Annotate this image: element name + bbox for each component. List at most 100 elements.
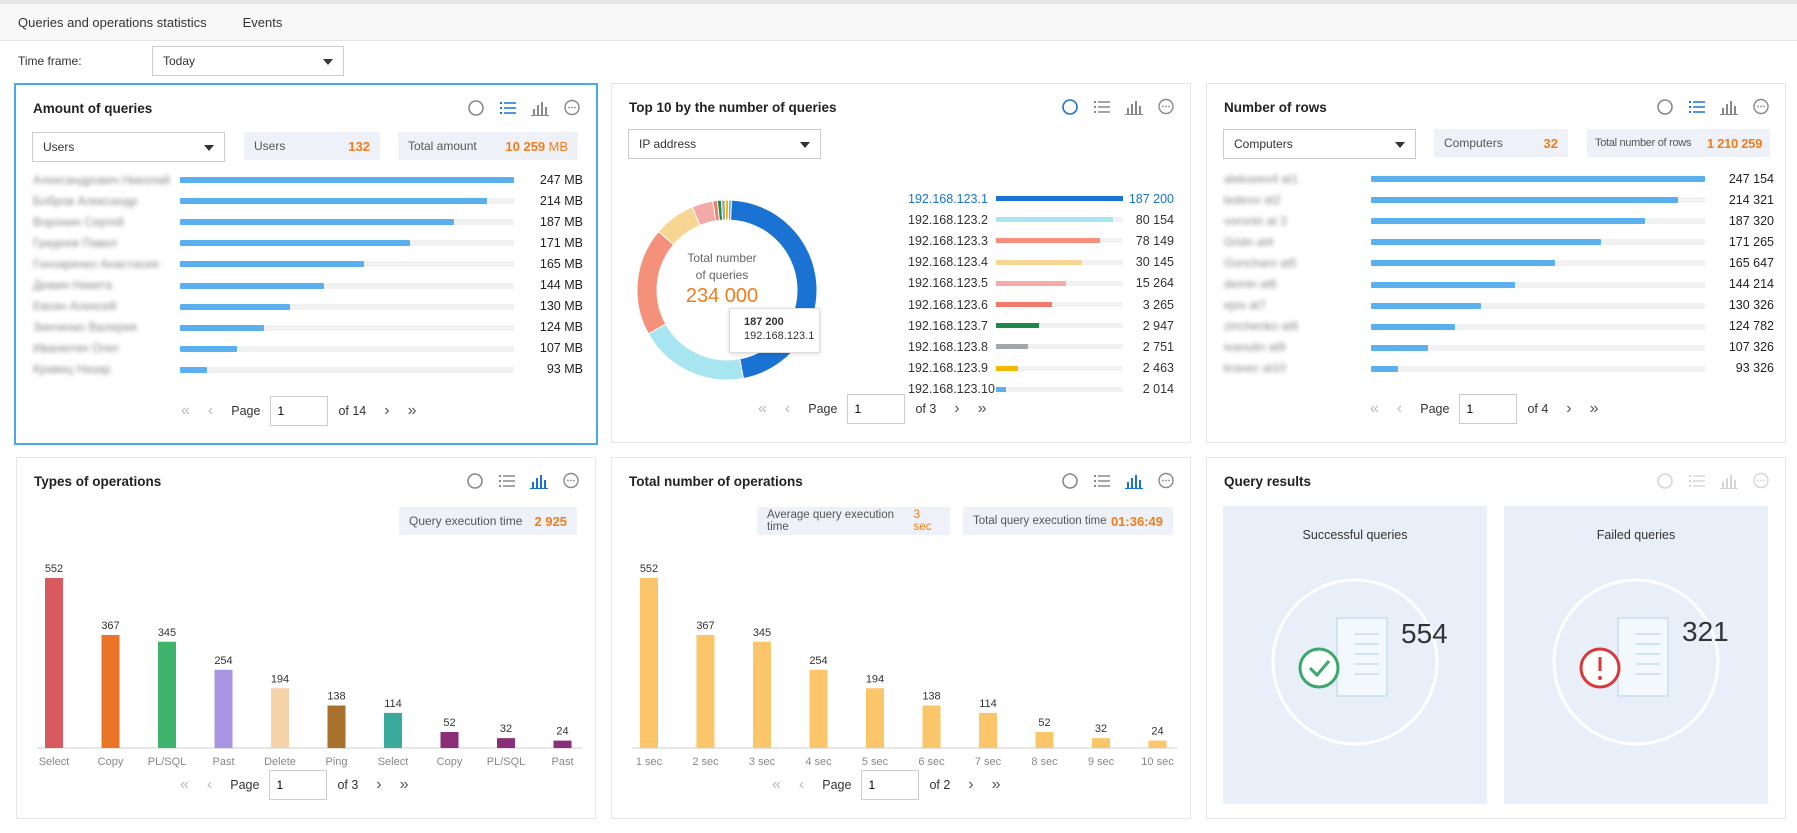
bar[interactable]	[45, 578, 63, 748]
bar-chart-icon[interactable]	[529, 471, 549, 491]
pie-chart-icon[interactable]	[1060, 97, 1080, 117]
list-item[interactable]: Воронин Сергей 187 MB	[33, 211, 583, 232]
pie-chart-icon[interactable]	[1060, 471, 1080, 491]
bar[interactable]	[384, 712, 402, 748]
pie-chart-icon[interactable]	[466, 98, 486, 118]
last-page-icon[interactable]: »	[977, 400, 987, 417]
bar[interactable]	[497, 738, 515, 748]
list-item[interactable]: Евсин Алексей 130 MB	[33, 296, 583, 317]
first-page-icon[interactable]: «	[181, 402, 190, 419]
list-item[interactable]: Gridn at4 171 265	[1224, 231, 1774, 252]
prev-page-icon[interactable]: ‹	[207, 402, 214, 419]
first-page-icon[interactable]: «	[180, 776, 189, 793]
comment-icon[interactable]	[561, 471, 581, 491]
last-page-icon[interactable]: »	[399, 776, 409, 793]
prev-page-icon[interactable]: ‹	[798, 776, 805, 793]
bar[interactable]	[158, 641, 176, 748]
bar[interactable]	[440, 731, 459, 748]
list-item[interactable]: 192.168.123.4 30 145	[908, 252, 1174, 273]
list-item[interactable]: 192.168.123.7 2 947	[908, 315, 1174, 336]
list-view-icon[interactable]	[1092, 97, 1112, 117]
next-page-icon[interactable]: ›	[1566, 400, 1572, 417]
pie-chart-icon[interactable]	[465, 471, 485, 491]
bar-chart-icon[interactable]	[1719, 471, 1739, 491]
comment-icon[interactable]	[1156, 97, 1176, 117]
list-item[interactable]: kravec at10 93 326	[1224, 358, 1774, 379]
next-page-icon[interactable]: ›	[954, 400, 960, 417]
list-item[interactable]: demin at6 144 214	[1224, 274, 1774, 295]
pie-chart-icon[interactable]	[1655, 471, 1675, 491]
page-input[interactable]	[847, 394, 906, 424]
list-item[interactable]: bobrov at2 214 321	[1224, 189, 1774, 210]
donut-slice[interactable]	[727, 199, 733, 221]
bar[interactable]	[979, 712, 997, 748]
bar[interactable]	[1148, 740, 1167, 748]
list-item[interactable]: Кравец Назар 93 MB	[33, 359, 583, 380]
last-page-icon[interactable]: »	[1589, 400, 1599, 417]
list-item[interactable]: Демин Никита 144 MB	[33, 275, 583, 296]
list-item[interactable]: zinchenko at8 124 782	[1224, 316, 1774, 337]
tab-events[interactable]: Events	[242, 14, 283, 30]
page-input[interactable]	[861, 770, 920, 800]
page-input[interactable]	[1459, 394, 1518, 424]
list-item[interactable]: Гончаренко Анастасия 165 MB	[33, 253, 583, 274]
list-item[interactable]: Иванютин Олег 107 MB	[33, 338, 583, 359]
list-item[interactable]: 192.168.123.2 80 154	[908, 209, 1174, 230]
list-view-icon[interactable]	[1687, 97, 1707, 117]
first-page-icon[interactable]: «	[1370, 400, 1379, 417]
group-by-select[interactable]: IP address	[628, 129, 821, 159]
list-item[interactable]: 192.168.123.5 15 264	[908, 273, 1174, 294]
bar-chart-icon[interactable]	[1124, 471, 1144, 491]
list-item[interactable]: Goncharo at5 165 647	[1224, 252, 1774, 273]
list-item[interactable]: Александрович Николай 247 MB	[33, 169, 583, 190]
list-view-icon[interactable]	[497, 471, 517, 491]
list-item[interactable]: 192.168.123.1 187 200	[908, 188, 1174, 209]
list-item[interactable]: Зинченко Валерия 124 MB	[33, 317, 583, 338]
list-view-icon[interactable]	[498, 98, 518, 118]
list-view-icon[interactable]	[1092, 471, 1112, 491]
first-page-icon[interactable]: «	[772, 776, 781, 793]
bar[interactable]	[101, 634, 120, 748]
group-by-select[interactable]: Users	[32, 132, 225, 162]
first-page-icon[interactable]: «	[758, 400, 767, 417]
bar[interactable]	[214, 669, 233, 748]
pie-chart-icon[interactable]	[1655, 97, 1675, 117]
list-item[interactable]: Гриднев Павел 171 MB	[33, 232, 583, 253]
tab-queries-statistics[interactable]: Queries and operations statistics	[18, 14, 207, 30]
bar[interactable]	[1035, 731, 1054, 748]
comment-icon[interactable]	[1751, 471, 1771, 491]
bar[interactable]	[922, 705, 941, 749]
list-item[interactable]: 192.168.123.10 2 014	[908, 379, 1174, 400]
comment-icon[interactable]	[1156, 471, 1176, 491]
bar[interactable]	[1092, 738, 1110, 748]
next-page-icon[interactable]: ›	[384, 402, 390, 419]
list-item[interactable]: 192.168.123.8 2 751	[908, 336, 1174, 357]
bar[interactable]	[753, 641, 771, 748]
prev-page-icon[interactable]: ‹	[784, 400, 791, 417]
list-item[interactable]: alekseev4 at1 247 154	[1224, 168, 1774, 189]
group-by-select[interactable]: Computers	[1223, 129, 1416, 159]
list-item[interactable]: 192.168.123.6 3 265	[908, 294, 1174, 315]
list-item[interactable]: 192.168.123.3 78 149	[908, 230, 1174, 251]
bar-chart-icon[interactable]	[1719, 97, 1739, 117]
next-page-icon[interactable]: ›	[376, 776, 382, 793]
list-view-icon[interactable]	[1687, 471, 1707, 491]
comment-icon[interactable]	[562, 98, 582, 118]
page-input[interactable]	[269, 770, 328, 800]
next-page-icon[interactable]: ›	[968, 776, 974, 793]
bar[interactable]	[553, 740, 572, 748]
list-item[interactable]: voronin at 3 187 320	[1224, 210, 1774, 231]
prev-page-icon[interactable]: ‹	[1396, 400, 1403, 417]
bar[interactable]	[696, 634, 715, 748]
bar-chart-icon[interactable]	[1124, 97, 1144, 117]
last-page-icon[interactable]: »	[407, 402, 417, 419]
page-input[interactable]	[270, 396, 329, 426]
comment-icon[interactable]	[1751, 97, 1771, 117]
last-page-icon[interactable]: »	[991, 776, 1001, 793]
bar-chart-icon[interactable]	[530, 98, 550, 118]
bar[interactable]	[866, 688, 884, 748]
bar[interactable]	[271, 688, 289, 748]
list-item[interactable]: Бобров Александр 214 MB	[33, 190, 583, 211]
list-item[interactable]: 192.168.123.9 2 463	[908, 358, 1174, 379]
bar[interactable]	[327, 705, 346, 749]
